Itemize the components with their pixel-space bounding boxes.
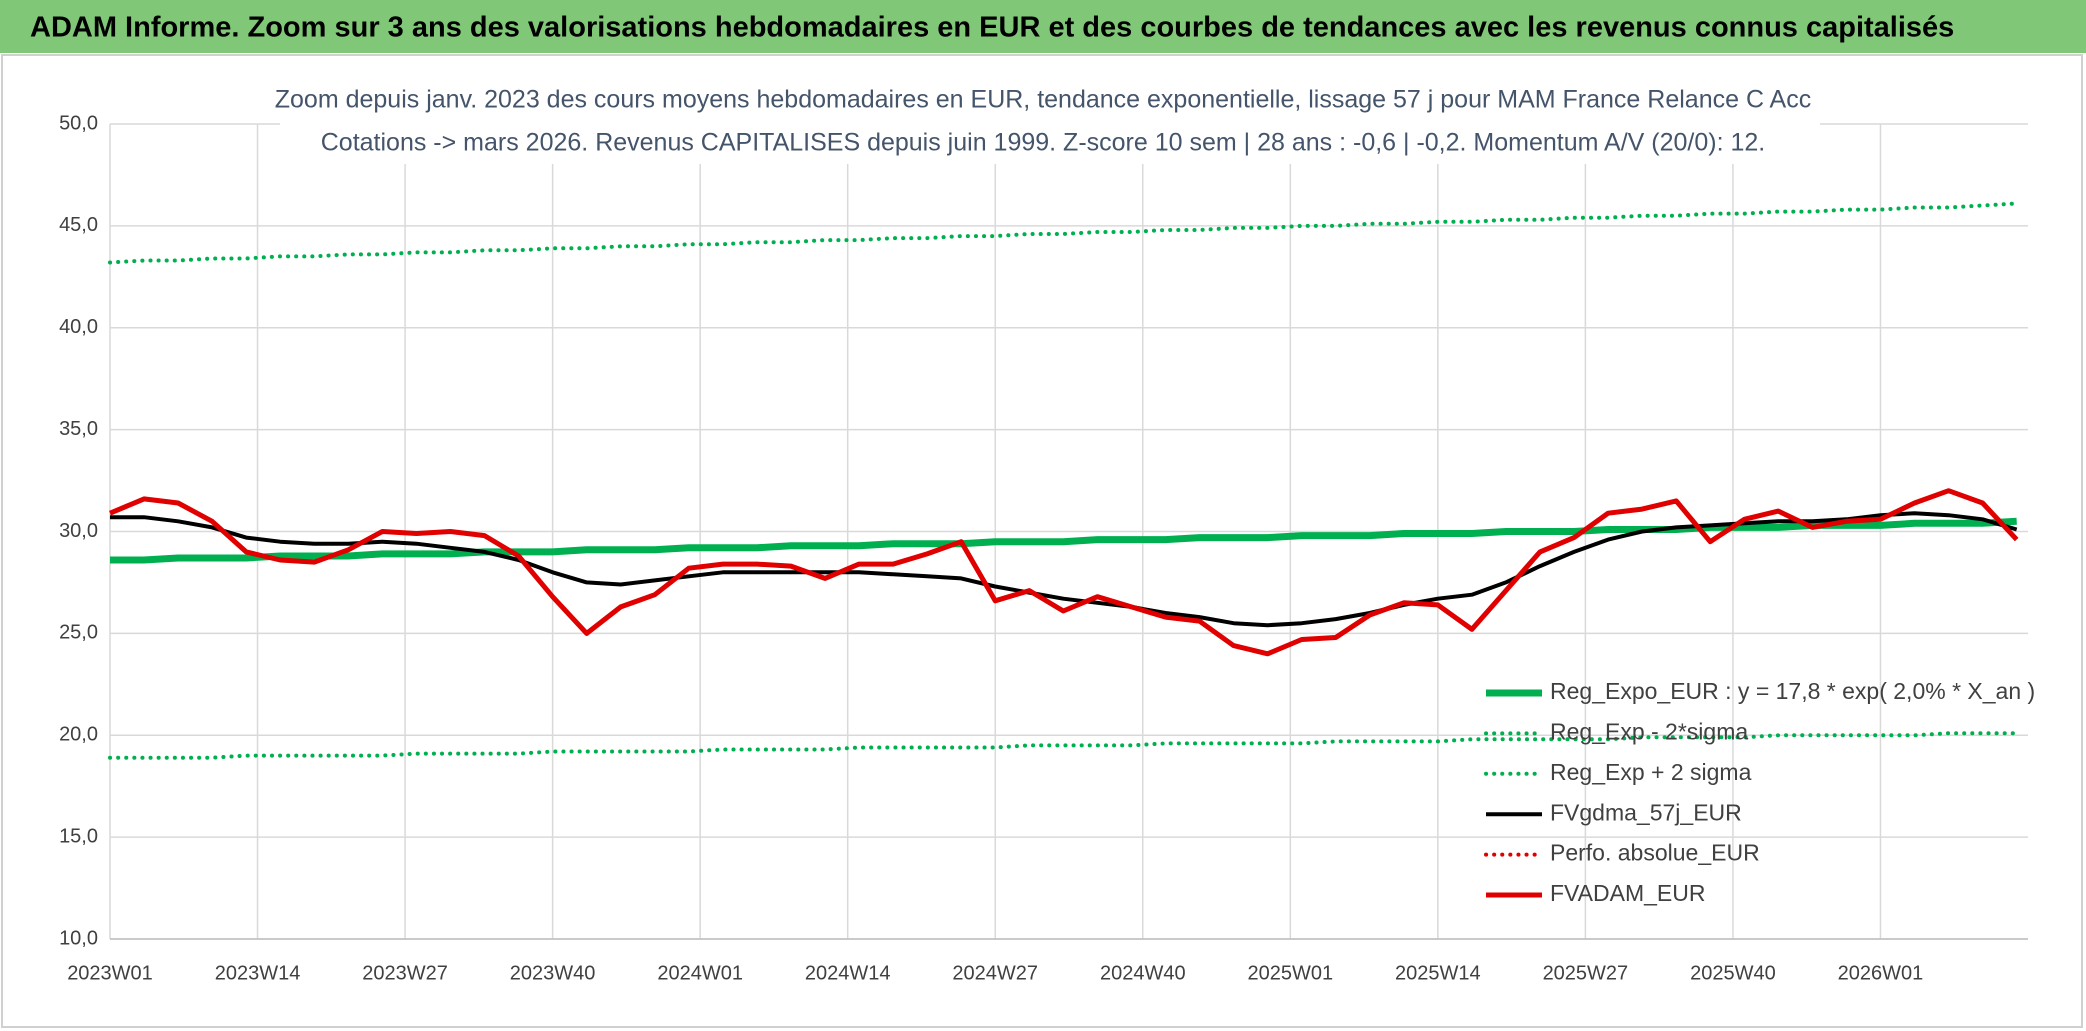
banner-title: ADAM Informe. Zoom sur 3 ans des valoris… <box>30 12 1954 44</box>
x-tick-label: 2023W27 <box>362 962 448 984</box>
y-tick-label: 10,0 <box>59 927 98 949</box>
x-tick-label: 2023W14 <box>215 962 301 984</box>
chart-title: Zoom depuis janv. 2023 des cours moyens … <box>275 86 1812 114</box>
title-bg <box>280 82 1820 164</box>
y-tick-label: 25,0 <box>59 622 98 644</box>
x-tick-label: 2023W01 <box>67 962 153 984</box>
y-tick-label: 30,0 <box>59 520 98 542</box>
x-tick-label: 2024W01 <box>657 962 743 984</box>
legend: Reg_Expo_EUR : y = 17,8 * exp( 2,0% * X_… <box>1484 678 2035 906</box>
x-tick-label: 2025W01 <box>1247 962 1333 984</box>
series-line <box>109 488 2019 657</box>
x-tick-label: 2025W14 <box>1395 962 1481 984</box>
x-tick-label: 2024W14 <box>805 962 891 984</box>
y-tick-label: 35,0 <box>59 418 98 440</box>
legend-label: FVgdma_57j_EUR <box>1550 799 1742 825</box>
y-tick-label: 20,0 <box>59 724 98 746</box>
x-tick-label: 2025W40 <box>1690 962 1776 984</box>
x-tick-label: 2024W27 <box>952 962 1038 984</box>
banner <box>0 0 2086 53</box>
legend-label: Reg_Exp + 2 sigma <box>1550 759 1752 785</box>
x-tick-label: 2023W40 <box>510 962 596 984</box>
legend-label: Perfo. absolue_EUR <box>1550 840 1760 866</box>
legend-label: Reg_Exp - 2*sigma <box>1550 718 1748 744</box>
y-tick-label: 40,0 <box>59 316 98 338</box>
series-line <box>108 731 2019 760</box>
series-line <box>108 201 2019 265</box>
y-tick-label: 45,0 <box>59 214 98 236</box>
legend-label: Reg_Expo_EUR : y = 17,8 * exp( 2,0% * X_… <box>1550 678 2035 704</box>
chart-subtitle: Cotations -> mars 2026. Revenus CAPITALI… <box>321 129 1765 157</box>
x-tick-label: 2026W01 <box>1838 962 1924 984</box>
x-tick-label: 2025W27 <box>1543 962 1629 984</box>
x-tick-label: 2024W40 <box>1100 962 1186 984</box>
legend-label: FVADAM_EUR <box>1550 880 1706 906</box>
y-tick-label: 50,0 <box>59 112 98 134</box>
y-tick-label: 15,0 <box>59 825 98 847</box>
